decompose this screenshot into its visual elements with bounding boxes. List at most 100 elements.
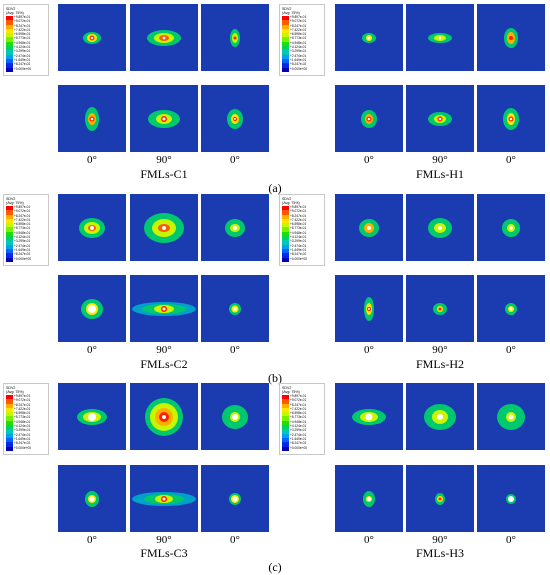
legend-tick-label: +9.072e-01 (290, 19, 307, 24)
contour-panel (406, 85, 474, 152)
legend-swatch (6, 437, 13, 443)
legend-swatch (282, 206, 289, 211)
contour-panel (406, 275, 474, 342)
contour-panel (130, 85, 198, 152)
legend-swatch (282, 403, 289, 408)
contour-panel (130, 383, 198, 450)
legend-swatch (6, 420, 13, 426)
legend-swatch (6, 210, 13, 215)
legend-swatch (6, 244, 13, 249)
legend-tick-labels: +9.897e-01 +9.072e-01 +8.247e-01 +7.422e-01… (290, 15, 307, 71)
legend-swatch (282, 16, 289, 21)
legend-tick-label: +3.299e-01 (14, 239, 31, 244)
legend-tick-label: +4.948e-01 (290, 40, 307, 45)
legend-tick-label: +1.649e-01 (14, 436, 31, 441)
contour-panel (201, 194, 269, 261)
legend-swatch (6, 236, 13, 241)
legend-tick-label: +2.474e-01 (290, 53, 307, 58)
legend-tick-label: +1.649e-01 (290, 247, 307, 252)
legend-swatch (6, 50, 13, 55)
legend-tick-labels: +9.897e-01 +9.072e-01 +8.247e-01 +7.422e-01… (14, 15, 31, 71)
legend-tick-label: +4.124e-01 (14, 235, 31, 240)
legend-tick-label: +9.072e-01 (14, 209, 31, 214)
legend-tick-label: +3.299e-01 (290, 428, 307, 433)
legend-tick-label: +4.124e-01 (290, 424, 307, 429)
contour-panel (406, 194, 474, 261)
legend-tick-label: +7.422e-01 (14, 217, 31, 222)
contour-panel (335, 383, 403, 450)
contour-panel (58, 194, 126, 261)
contour-panel (477, 194, 545, 261)
angle-label: 0° (230, 534, 240, 546)
caption-C1: FMLs-C1 (140, 167, 188, 181)
contour-panel (477, 4, 545, 71)
legend-swatch (282, 231, 289, 237)
legend-tick-label: +5.773e-01 (14, 415, 31, 420)
legend-swatch (6, 37, 13, 42)
angle-label: 0° (364, 154, 374, 166)
legend-swatch (282, 420, 289, 426)
legend-color-scale (6, 16, 13, 72)
legend-tick-label: +7.422e-01 (290, 217, 307, 222)
legend-color-scale (6, 395, 13, 451)
legend-swatch (6, 206, 13, 211)
legend-tick-labels: +9.897e-01 +9.072e-01 +8.247e-01 +7.422e-01… (290, 394, 307, 450)
angle-label: 90° (432, 154, 448, 166)
legend-tick-label: +9.897e-01 (290, 205, 307, 209)
legend-swatch (282, 437, 289, 443)
legend-a-left: SDV2 (Avg: 75%) +9.897e-01 +9.072e-01 +8.247… (3, 4, 49, 76)
legend-swatch (6, 403, 13, 408)
legend-swatch (6, 425, 13, 430)
legend-tick-label: +9.897e-01 (14, 394, 31, 398)
legend-color-scale (282, 206, 289, 262)
legend-tick-labels: +9.897e-01 +9.072e-01 +8.247e-01 +7.422e-01… (14, 205, 31, 261)
legend-swatch (282, 257, 289, 262)
angle-label: 0° (506, 534, 516, 546)
legend-tick-label: +9.072e-01 (290, 398, 307, 403)
legend-swatch (282, 227, 289, 232)
legend-tick-label: +6.598e-01 (290, 32, 307, 37)
legend-swatch (6, 412, 13, 417)
legend-tick-label: +0.000e+00 (290, 256, 308, 261)
legend-tick-label: +8.247e-01 (14, 213, 31, 218)
legend-tick-label: +3.299e-01 (14, 428, 31, 433)
contour-panel (406, 383, 474, 450)
legend-tick-label: +6.598e-01 (14, 411, 31, 416)
angle-label: 0° (87, 344, 97, 356)
legend-swatch (6, 446, 13, 451)
legend-tick-label: +0.000e+00 (14, 66, 32, 71)
legend-swatch (282, 33, 289, 38)
legend-swatch (282, 248, 289, 254)
contour-panel (335, 275, 403, 342)
legend-swatch (282, 412, 289, 417)
legend-tick-label: +3.299e-01 (14, 49, 31, 54)
legend-swatch (282, 253, 289, 258)
legend-title: SDV2 (Avg: 75%) (6, 197, 24, 205)
legend-swatch (6, 223, 13, 228)
angle-label: 90° (156, 344, 172, 356)
angle-label: 0° (364, 344, 374, 356)
caption-H3: FMLs-H3 (415, 546, 464, 560)
legend-swatch (6, 240, 13, 245)
legend-a-right: SDV2 (Avg: 75%) +9.897e-01 +9.072e-01 +8.247… (279, 4, 325, 76)
legend-tick-label: +6.598e-01 (14, 32, 31, 37)
contour-panel (201, 383, 269, 450)
legend-tick-label: +1.649e-01 (14, 247, 31, 252)
legend-swatch (6, 227, 13, 232)
legend-swatch (282, 54, 289, 59)
contour-panel (335, 194, 403, 261)
contour-panel (477, 275, 545, 342)
legend-tick-label: +7.422e-01 (14, 406, 31, 411)
legend-swatch (282, 63, 289, 68)
legend-swatch (282, 395, 289, 400)
legend-swatch (282, 50, 289, 55)
legend-swatch (282, 416, 289, 421)
legend-swatch (6, 416, 13, 421)
legend-tick-label: +0.000e+00 (290, 445, 308, 450)
legend-b-left: SDV2 (Avg: 75%) +9.897e-01 +9.072e-01 +8.247… (3, 194, 49, 266)
legend-swatch (6, 214, 13, 219)
legend-tick-label: +5.773e-01 (290, 36, 307, 41)
legend-tick-labels: +9.897e-01 +9.072e-01 +8.247e-01 +7.422e-01… (14, 394, 31, 450)
legend-swatch (6, 395, 13, 400)
legend-swatch (6, 20, 13, 25)
